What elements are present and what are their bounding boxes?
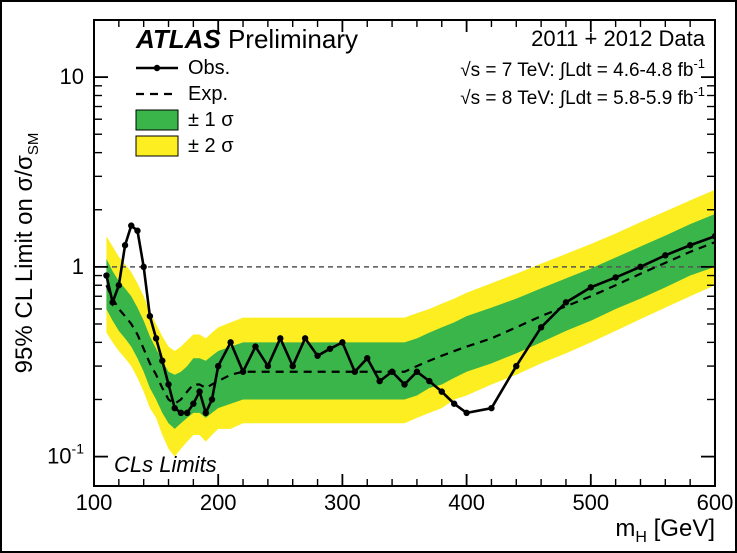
x-axis-label: mH [GeV] [615, 515, 715, 546]
legend-obs: Obs. [188, 57, 230, 79]
lumi-label: √s = 8 TeV: ∫Ldt = 5.8-5.9 fb-1 [460, 84, 705, 109]
atlas-title: ATLAS Preliminary [135, 24, 358, 54]
xtick-label: 200 [200, 490, 237, 515]
ytick-label: 10-1 [47, 441, 84, 469]
xtick-label: 100 [76, 490, 113, 515]
ytick-label: 1 [72, 254, 84, 279]
xtick-label: 300 [324, 490, 361, 515]
xtick-label: 500 [572, 490, 609, 515]
lumi-label: √s = 7 TeV: ∫Ldt = 4.6-4.8 fb-1 [460, 56, 705, 81]
chart-frame: 100 200 300 400 500 600 10-1 1 10 mH [GeV] 95% CL … [0, 0, 737, 553]
cls-label: CLs Limits [114, 452, 217, 477]
data-label: 2011 + 2012 Data [531, 26, 706, 51]
ytick-label: 10 [60, 64, 84, 89]
xtick-label: 600 [697, 490, 734, 515]
legend-1sigma: ± 1 σ [188, 109, 234, 131]
y-axis-label: 95% CL Limit on σ/σSM [11, 133, 42, 374]
xtick-label: 400 [448, 490, 485, 515]
legend-exp: Exp. [188, 83, 228, 105]
legend-2sigma: ± 2 σ [188, 135, 234, 157]
chart-svg: 100 200 300 400 500 600 10-1 1 10 mH [GeV] 95% CL … [2, 2, 735, 551]
